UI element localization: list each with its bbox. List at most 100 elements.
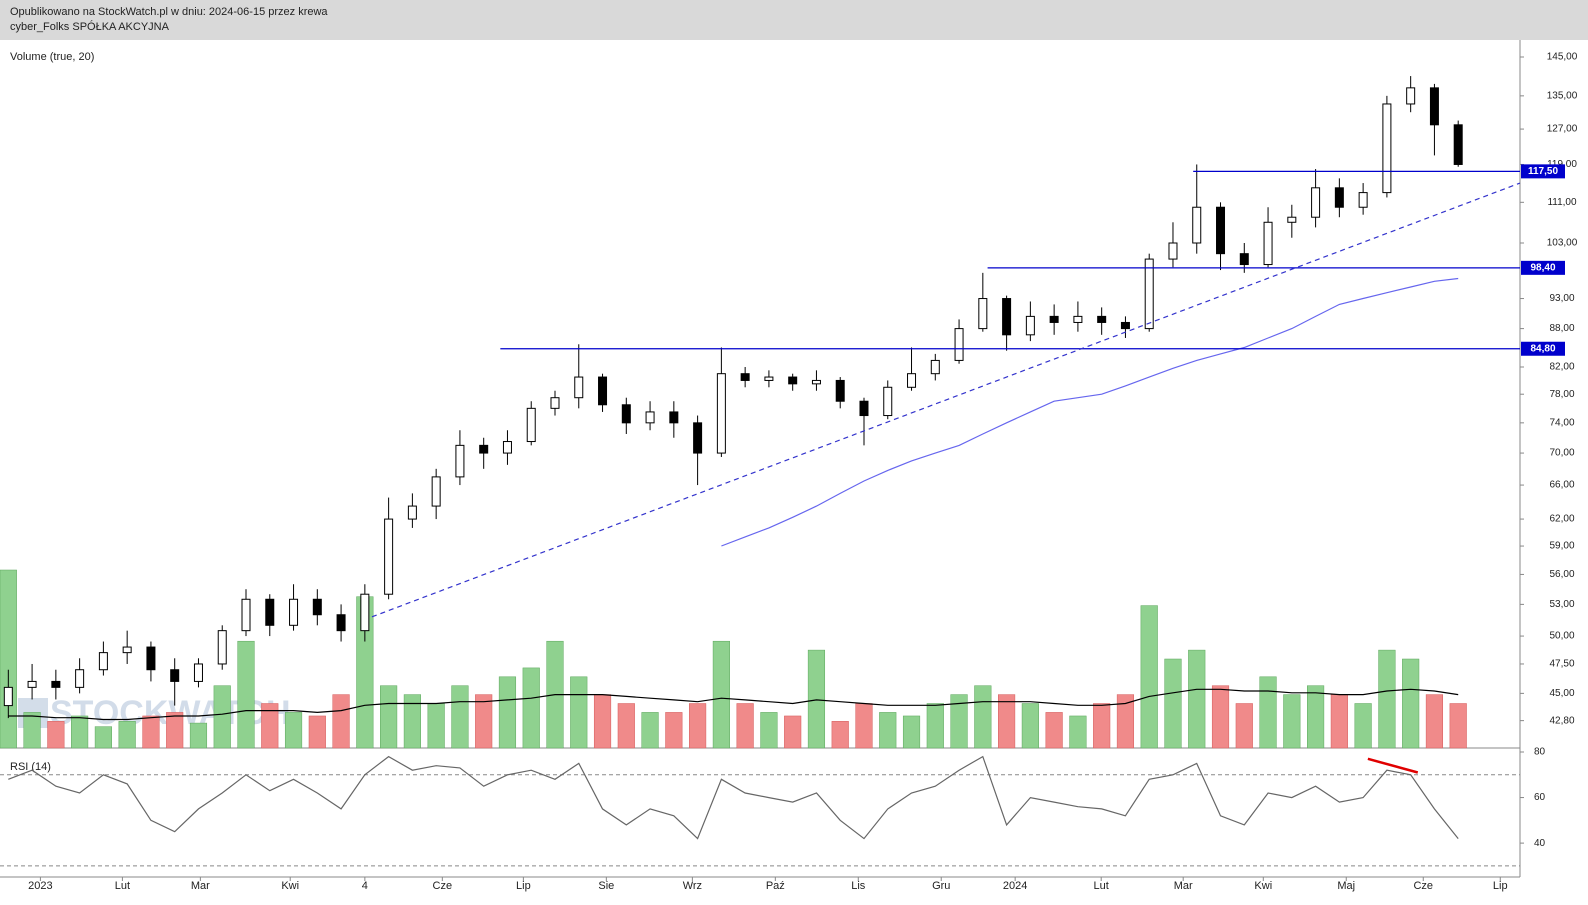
- x-tick-label: Mar: [191, 880, 210, 892]
- x-tick-label: Kwi: [281, 880, 299, 892]
- candle-body: [170, 669, 180, 682]
- x-tick-label: Lip: [516, 880, 531, 892]
- volume-bar: [1354, 703, 1372, 749]
- candle-body: [764, 376, 774, 381]
- candle-body: [1311, 187, 1321, 218]
- y-tick-label: 88,00: [1549, 323, 1574, 334]
- y-tick-label: 56,00: [1549, 569, 1574, 580]
- volume-bar: [142, 715, 160, 749]
- panel-title: RSI (14): [10, 761, 51, 773]
- x-tick-label: Wrz: [683, 880, 702, 892]
- x-tick-label: 2024: [1003, 880, 1027, 892]
- rsi-line: [8, 755, 1459, 840]
- candle-body: [1192, 206, 1202, 244]
- x-tick-label: Lut: [115, 880, 130, 892]
- candle-body: [526, 407, 536, 443]
- volume-bar: [1211, 685, 1230, 749]
- rsi-trend-line: [1367, 757, 1419, 774]
- candle-body: [479, 444, 489, 454]
- x-tick-label: Lis: [851, 880, 866, 892]
- candle-body: [1002, 298, 1012, 336]
- candle-body: [693, 422, 703, 454]
- y-tick-label: 50,00: [1549, 631, 1574, 642]
- candle-body: [669, 411, 679, 424]
- y-tick-label: 40: [1534, 838, 1546, 849]
- candle-body: [1429, 87, 1439, 126]
- candle-body: [811, 379, 821, 385]
- sma-line: [721, 277, 1459, 547]
- candle-body: [1263, 221, 1273, 266]
- volume-bar: [23, 712, 41, 749]
- candle-body: [384, 518, 394, 595]
- x-tick-label: Maj: [1337, 880, 1355, 892]
- volume-bar: [189, 722, 208, 749]
- y-tick-label: 47,50: [1549, 659, 1574, 670]
- volume-ma-line: [8, 688, 1459, 721]
- y-tick-label: 80: [1534, 747, 1546, 758]
- volume-bar: [902, 715, 921, 749]
- volume-bar: [998, 694, 1016, 749]
- candle-body: [455, 444, 465, 478]
- volume-bar: [784, 715, 802, 749]
- volume-bar: [879, 712, 897, 749]
- candle-body: [716, 373, 726, 454]
- candle-body: [1168, 242, 1178, 260]
- candle-body: [859, 400, 869, 417]
- candle-body: [598, 376, 608, 406]
- level-label-box: [1521, 260, 1565, 275]
- candle-body: [75, 669, 85, 688]
- candle-body: [289, 598, 299, 626]
- candle-body: [574, 376, 584, 399]
- y-tick-label: 111,00: [1547, 197, 1577, 208]
- volume-bar: [261, 703, 279, 749]
- y-tick-label: 82,00: [1549, 362, 1574, 373]
- candle-body: [1025, 315, 1035, 336]
- candle-body: [1453, 124, 1463, 165]
- volume-bar: [1283, 694, 1301, 749]
- candle-body: [1287, 216, 1297, 223]
- candle-body: [1073, 315, 1083, 323]
- volume-bar: [570, 676, 588, 749]
- y-tick-label: 78,00: [1549, 389, 1574, 400]
- volume-bar: [47, 721, 65, 749]
- candle-body: [1097, 315, 1107, 323]
- volume-bar: [1116, 694, 1135, 749]
- x-tick-label: Sie: [598, 880, 614, 892]
- y-tick-label: 66,00: [1549, 480, 1574, 491]
- candle-body: [146, 646, 156, 671]
- volume-bar: [332, 694, 350, 749]
- volume-bar: [213, 685, 231, 749]
- volume-bar: [736, 703, 754, 749]
- candle-body: [360, 593, 370, 632]
- candle-body: [431, 476, 441, 507]
- y-tick-label: 127,00: [1547, 124, 1578, 135]
- candle-body: [978, 298, 988, 330]
- volume-bar: [926, 703, 944, 749]
- header-line: cyber_Folks SPÓŁKA AKCYJNA: [10, 20, 170, 33]
- x-tick-label: Cze: [433, 880, 453, 892]
- header-line: Opublikowano na StockWatch.pl w dniu: 20…: [10, 6, 328, 18]
- volume-bar: [427, 703, 445, 749]
- x-tick-label: Mar: [1174, 880, 1193, 892]
- candle-body: [1120, 321, 1130, 330]
- x-tick-label: Lut: [1094, 880, 1109, 892]
- y-tick-label: 93,00: [1549, 293, 1574, 304]
- candle-body: [336, 614, 346, 632]
- candle-body: [1144, 258, 1154, 330]
- x-tick-label: Lip: [1493, 880, 1508, 892]
- volume-bar: [1425, 694, 1444, 749]
- candle-body: [1358, 192, 1368, 208]
- volume-bar: [617, 703, 635, 749]
- level-label: 98,40: [1530, 262, 1555, 273]
- volume-bar: [1188, 649, 1206, 749]
- volume-bar: [1021, 703, 1039, 749]
- level-label-box: [1521, 164, 1565, 179]
- volume-bar: [1307, 685, 1325, 749]
- x-tick-label: 4: [362, 880, 368, 892]
- volume-bar: [974, 685, 992, 749]
- volume-bar: [0, 569, 17, 749]
- volume-bar: [308, 715, 326, 749]
- volume-bar: [950, 694, 968, 749]
- volume-bar: [689, 703, 707, 749]
